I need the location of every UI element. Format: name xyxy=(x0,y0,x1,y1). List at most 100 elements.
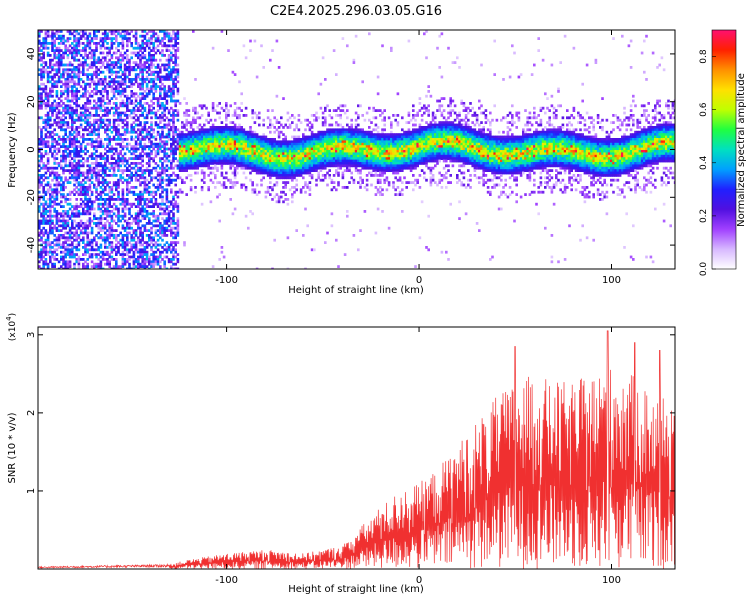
spectrogram-cell xyxy=(60,246,63,249)
spectrogram-cell xyxy=(154,51,158,55)
spectrogram-cell xyxy=(60,116,63,120)
spectrogram-cell xyxy=(77,169,81,172)
spectrogram-cell xyxy=(253,157,257,160)
spectrogram-cell xyxy=(167,133,171,136)
spectrogram-cell xyxy=(84,54,87,57)
spectrogram-cell xyxy=(49,200,52,204)
spectrogram-cell xyxy=(165,222,169,225)
spectrogram-cell xyxy=(82,150,85,153)
spectrogram-cell xyxy=(60,243,63,247)
spectrogram-cell xyxy=(46,198,50,201)
spectrogram-cell xyxy=(126,142,129,146)
spectrogram-cell xyxy=(211,102,215,105)
spectrogram-cell xyxy=(139,145,142,148)
spectrogram-cell xyxy=(40,255,43,259)
spectrogram-cell xyxy=(77,241,81,244)
spectrogram-cell xyxy=(66,169,70,172)
spectrogram-cell xyxy=(266,190,270,194)
spectrogram-cell xyxy=(97,30,100,33)
spectrogram-cell xyxy=(128,109,131,112)
spectrogram-cell xyxy=(189,152,193,156)
spectrogram-cell xyxy=(82,212,85,216)
spectrogram-cell xyxy=(123,138,127,141)
spectrogram-cell xyxy=(82,178,85,182)
spectrogram-cell xyxy=(159,133,162,136)
spectrogram-cell xyxy=(128,68,131,72)
spectrogram-cell xyxy=(44,46,48,50)
spectrogram-cell xyxy=(62,171,65,175)
spectrogram-cell xyxy=(183,157,186,160)
spectrogram-cell xyxy=(255,133,259,136)
spectrogram-cell xyxy=(233,140,237,144)
spectrogram-cell xyxy=(79,174,83,177)
spectrogram-cell xyxy=(71,118,74,122)
spectrogram-cell xyxy=(174,140,177,144)
spectrogram-cell xyxy=(110,154,114,158)
spectrogram-cell xyxy=(139,54,142,57)
spectrogram-cell xyxy=(192,109,195,112)
spectrogram-cell xyxy=(172,126,175,129)
spectrogram-cell xyxy=(176,159,180,163)
spectrogram-cell xyxy=(269,164,272,168)
spectrogram-cell xyxy=(77,39,81,43)
spectrogram-cell xyxy=(106,260,109,264)
spectrogram-cell xyxy=(62,135,65,139)
spectrogram-cell xyxy=(273,130,276,134)
spectrogram-cell xyxy=(238,133,241,136)
spectrogram-cell xyxy=(141,260,144,264)
spectrogram-cell xyxy=(71,92,74,96)
spectrogram-cell xyxy=(44,152,48,156)
spectrogram-cell xyxy=(280,147,283,151)
spectrogram-cell xyxy=(117,80,120,84)
spectrogram-cell xyxy=(53,80,56,84)
spectrogram-cell xyxy=(189,186,193,189)
spectrogram-cell xyxy=(185,147,188,151)
spectrogram-cell xyxy=(104,250,107,254)
spectrogram-cell xyxy=(90,37,94,40)
spectrogram-cell xyxy=(139,157,142,160)
spectrogram-cell xyxy=(64,145,67,148)
spectrogram-cell xyxy=(121,145,125,148)
spectrogram-cell xyxy=(95,85,98,88)
spectrogram-cell xyxy=(225,133,228,136)
spectrogram-cell xyxy=(53,118,56,122)
spectrogram-cell xyxy=(152,106,155,110)
spectrogram-cell xyxy=(126,75,129,79)
spectrogram-cell xyxy=(229,138,232,141)
spectrogram-cell xyxy=(86,202,89,206)
spectrogram-cell xyxy=(152,202,155,206)
spectrogram-cell xyxy=(152,70,155,74)
spectrogram-cell xyxy=(203,164,206,168)
spectrogram-cell xyxy=(121,37,125,40)
spectrogram-cell xyxy=(137,66,140,69)
spectrogram-cell xyxy=(139,262,142,266)
spectrogram-cell xyxy=(82,226,85,230)
spectrogram-cell xyxy=(104,109,107,112)
spectrogram-cell xyxy=(266,140,270,144)
spectrogram-cell xyxy=(242,44,246,48)
spectrogram-cell xyxy=(73,80,76,84)
spectrogram-cell xyxy=(291,152,294,156)
spectrogram-cell xyxy=(49,219,52,223)
spectrogram-cell xyxy=(258,147,261,151)
spectrogram-cell xyxy=(38,181,41,184)
spectrogram-cell xyxy=(205,147,208,151)
spectrogram-cell xyxy=(95,166,98,170)
spectrogram-cell xyxy=(68,61,72,64)
spectrogram-cell xyxy=(119,85,122,88)
spectrogram-cell xyxy=(117,186,120,189)
spectrogram-cell xyxy=(38,260,41,264)
spectrogram-cell xyxy=(55,152,59,156)
spectrogram-cell xyxy=(123,234,127,237)
spectrogram-cell xyxy=(66,193,70,196)
spectrogram-cell xyxy=(161,133,164,136)
spectrogram-cell xyxy=(165,68,169,72)
spectrogram-cell xyxy=(126,226,129,230)
spectrogram-cell xyxy=(165,99,169,103)
spectrogram-cell xyxy=(86,102,89,105)
spectrogram-cell xyxy=(275,157,279,160)
spectrogram-cell xyxy=(137,162,140,165)
spectrogram-cell xyxy=(170,56,173,60)
spectrogram-cell xyxy=(112,51,116,55)
spectrogram-cell xyxy=(137,205,140,208)
